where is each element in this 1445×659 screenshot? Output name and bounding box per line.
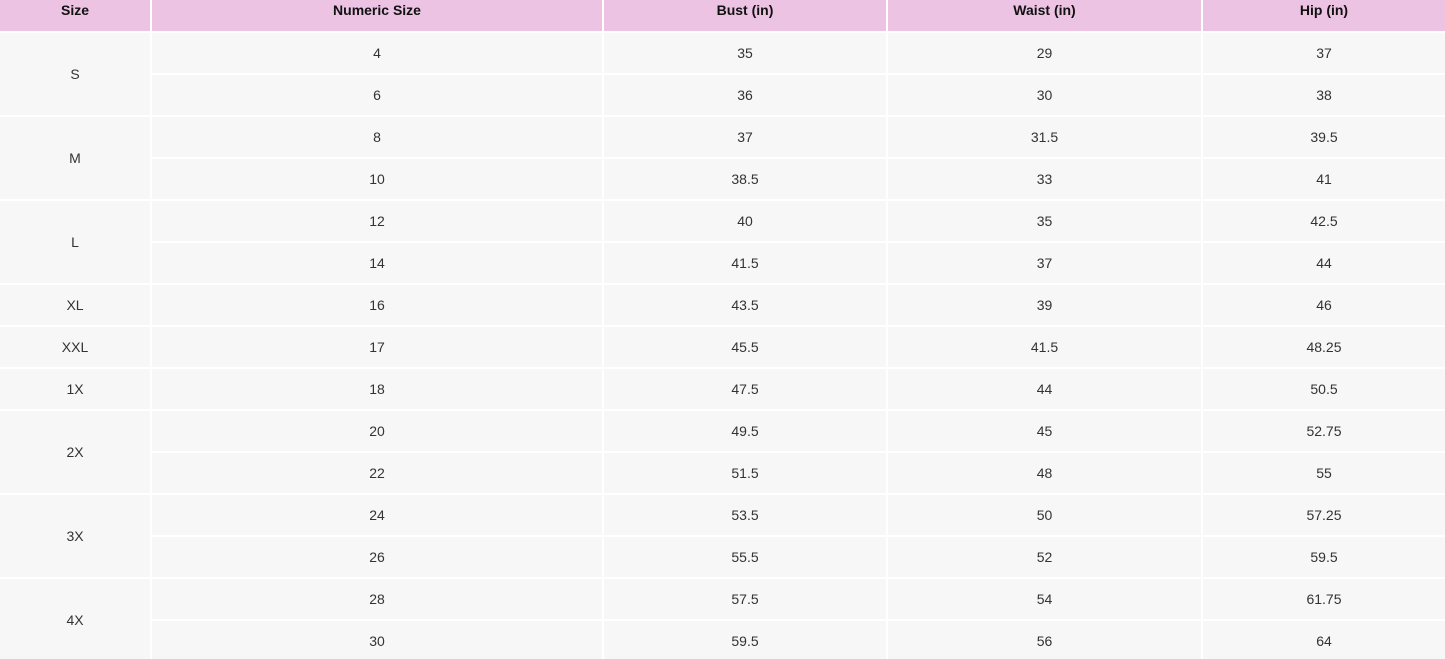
value-cell: 36 <box>603 74 888 117</box>
table-row: 30 59.5 56 64 <box>0 620 1445 659</box>
value-cell: 29 <box>887 32 1203 75</box>
size-cell: M <box>0 116 152 201</box>
table-row: 6 36 30 38 <box>0 74 1445 117</box>
header-cell: Waist (in) <box>887 0 1203 33</box>
value-cell: 24 <box>151 494 604 537</box>
header-cell: Numeric Size <box>151 0 604 33</box>
value-cell: 44 <box>1202 242 1445 285</box>
table-row: 3X 24 53.5 50 57.25 <box>0 494 1445 579</box>
table-row: XXL 17 45.5 41.5 48.25 <box>0 326 1445 369</box>
value-cell: 37 <box>603 116 888 159</box>
value-cell: 31.5 <box>887 116 1203 159</box>
value-cell: 49.5 <box>603 410 888 453</box>
size-cell: 3X <box>0 494 152 579</box>
header-cell: Size <box>0 0 152 33</box>
table-row: 26 55.5 52 59.5 <box>0 536 1445 579</box>
value-cell: 57.25 <box>1202 494 1445 537</box>
size-cell: S <box>0 32 152 117</box>
table-body: S 4 35 29 37 6 36 30 38 M 8 37 31.5 39.5 10 38.5 33 41 L 12… <box>0 32 1445 659</box>
value-cell: 22 <box>151 452 604 495</box>
value-cell: 18 <box>151 368 604 411</box>
value-cell: 64 <box>1202 620 1445 659</box>
value-cell: 59.5 <box>1202 536 1445 579</box>
value-cell: 50.5 <box>1202 368 1445 411</box>
size-cell: XL <box>0 284 152 327</box>
value-cell: 43.5 <box>603 284 888 327</box>
value-cell: 57.5 <box>603 578 888 621</box>
value-cell: 48.25 <box>1202 326 1445 369</box>
value-cell: 55 <box>1202 452 1445 495</box>
table-row: 4X 28 57.5 54 61.75 <box>0 578 1445 659</box>
value-cell: 51.5 <box>603 452 888 495</box>
value-cell: 61.75 <box>1202 578 1445 621</box>
value-cell: 30 <box>151 620 604 659</box>
value-cell: 52 <box>887 536 1203 579</box>
value-cell: 53.5 <box>603 494 888 537</box>
value-cell: 38.5 <box>603 158 888 201</box>
value-cell: 6 <box>151 74 604 117</box>
size-cell: 4X <box>0 578 152 659</box>
value-cell: 17 <box>151 326 604 369</box>
value-cell: 46 <box>1202 284 1445 327</box>
value-cell: 16 <box>151 284 604 327</box>
value-cell: 55.5 <box>603 536 888 579</box>
size-cell: 1X <box>0 368 152 411</box>
size-cell: L <box>0 200 152 285</box>
table-row: L 12 40 35 42.5 <box>0 200 1445 285</box>
value-cell: 41 <box>1202 158 1445 201</box>
value-cell: 8 <box>151 116 604 159</box>
value-cell: 41.5 <box>603 242 888 285</box>
header-row: Size Numeric Size Bust (in) Waist (in) Hip (… <box>0 0 1445 33</box>
header-cell: Bust (in) <box>603 0 888 33</box>
value-cell: 50 <box>887 494 1203 537</box>
value-cell: 48 <box>887 452 1203 495</box>
value-cell: 42.5 <box>1202 200 1445 243</box>
value-cell: 12 <box>151 200 604 243</box>
value-cell: 45 <box>887 410 1203 453</box>
value-cell: 26 <box>151 536 604 579</box>
value-cell: 56 <box>887 620 1203 659</box>
table-row: 14 41.5 37 44 <box>0 242 1445 285</box>
value-cell: 10 <box>151 158 604 201</box>
value-cell: 37 <box>887 242 1203 285</box>
value-cell: 39 <box>887 284 1203 327</box>
size-cell: XXL <box>0 326 152 369</box>
value-cell: 44 <box>887 368 1203 411</box>
value-cell: 54 <box>887 578 1203 621</box>
value-cell: 41.5 <box>887 326 1203 369</box>
value-cell: 35 <box>603 32 888 75</box>
table-row: 1X 18 47.5 44 50.5 <box>0 368 1445 411</box>
table-row: S 4 35 29 37 <box>0 32 1445 117</box>
value-cell: 39.5 <box>1202 116 1445 159</box>
table-row: XL 16 43.5 39 46 <box>0 284 1445 327</box>
value-cell: 37 <box>1202 32 1445 75</box>
value-cell: 30 <box>887 74 1203 117</box>
value-cell: 52.75 <box>1202 410 1445 453</box>
value-cell: 45.5 <box>603 326 888 369</box>
table-row: 2X 20 49.5 45 52.75 <box>0 410 1445 495</box>
value-cell: 33 <box>887 158 1203 201</box>
value-cell: 28 <box>151 578 604 621</box>
value-cell: 35 <box>887 200 1203 243</box>
table-row: M 8 37 31.5 39.5 <box>0 116 1445 201</box>
value-cell: 38 <box>1202 74 1445 117</box>
value-cell: 40 <box>603 200 888 243</box>
size-cell: 2X <box>0 410 152 495</box>
value-cell: 14 <box>151 242 604 285</box>
value-cell: 47.5 <box>603 368 888 411</box>
table-row: 22 51.5 48 55 <box>0 452 1445 495</box>
value-cell: 20 <box>151 410 604 453</box>
header-cell: Hip (in) <box>1202 0 1445 33</box>
value-cell: 59.5 <box>603 620 888 659</box>
value-cell: 4 <box>151 32 604 75</box>
table-row: 10 38.5 33 41 <box>0 158 1445 201</box>
